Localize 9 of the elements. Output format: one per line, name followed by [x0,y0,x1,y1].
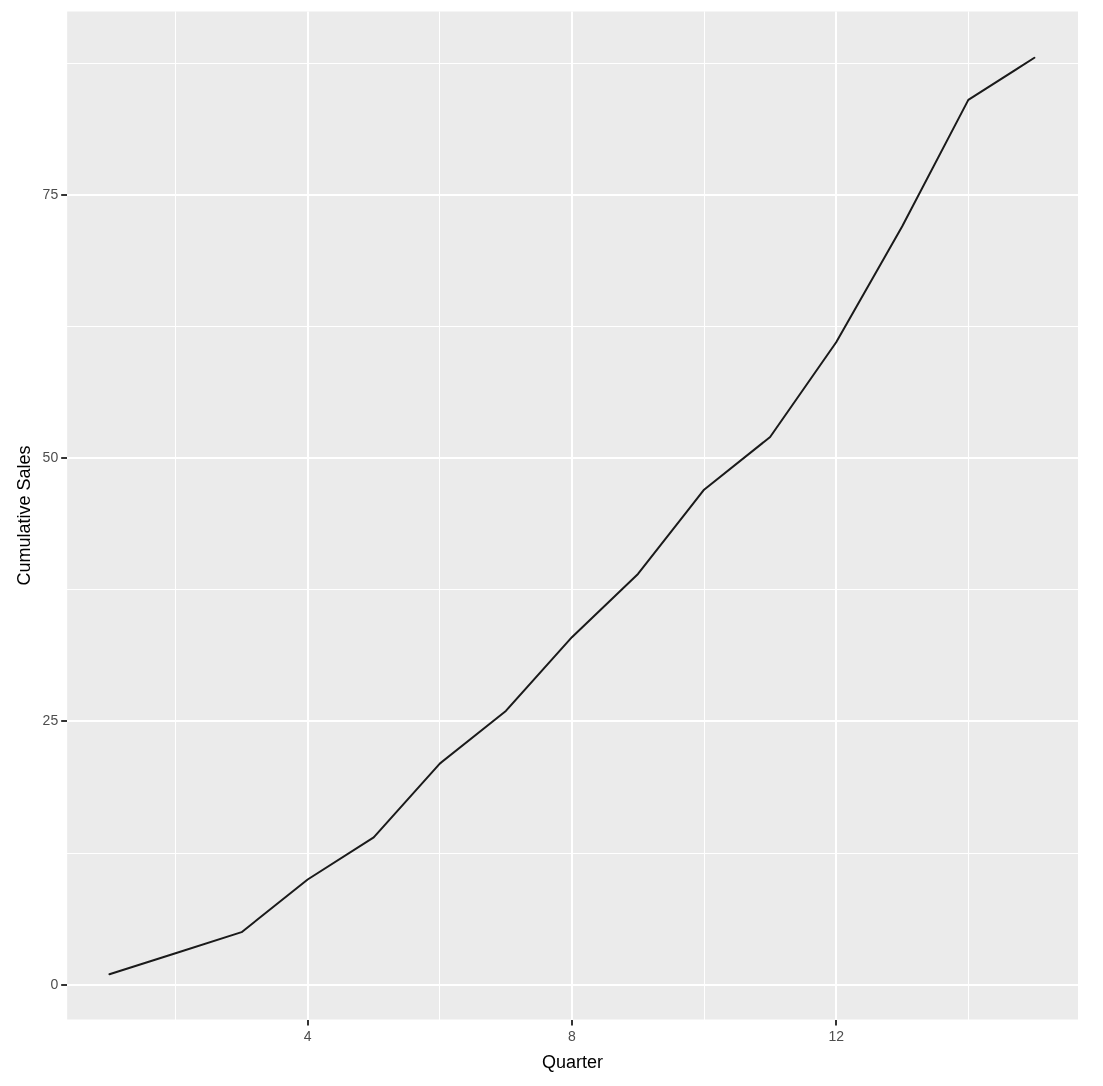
y-tick-label: 25 [42,712,59,729]
y-tick-label: 50 [42,448,59,465]
y-tick-label: 0 [50,975,59,992]
x-axis-title: Quarter [542,1052,604,1073]
x-tick-label: 12 [828,1027,845,1044]
y-axis-title: Cumulative Sales [13,445,34,586]
x-tick-label: 8 [568,1027,577,1044]
y-tick-label: 75 [42,185,59,202]
x-tick-label: 4 [303,1027,312,1044]
